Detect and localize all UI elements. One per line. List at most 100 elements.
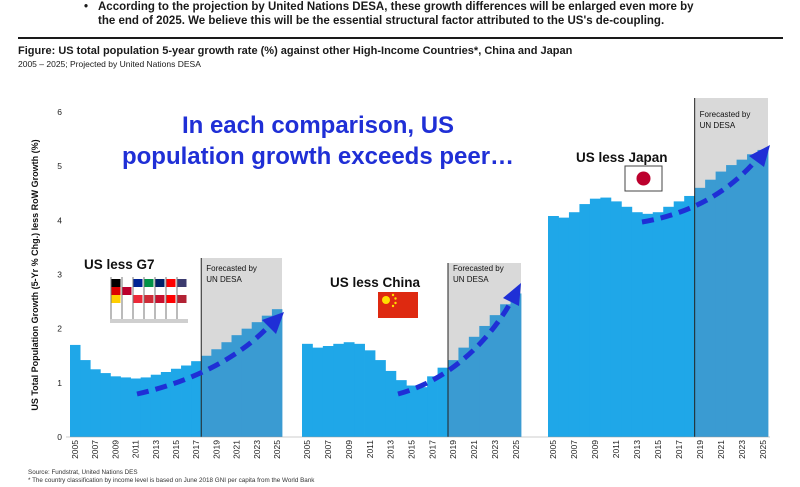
bar <box>568 212 580 437</box>
bar <box>140 377 152 437</box>
flag-disc <box>636 171 651 186</box>
source-line: Source: Fundstrat, United Nations DES <box>28 469 138 476</box>
flag-stripe <box>155 295 165 303</box>
flag-star <box>382 296 390 304</box>
bar <box>120 377 131 437</box>
source-note: Source: Fundstrat, United Nations DES * … <box>28 469 314 485</box>
x-tick-label: 2015 <box>407 440 417 459</box>
x-tick-label: 2023 <box>252 440 262 459</box>
bar <box>354 343 365 437</box>
bar <box>579 204 591 437</box>
bar <box>302 343 313 437</box>
bar <box>110 376 121 437</box>
china-flag-icon <box>378 292 418 318</box>
bar <box>130 378 142 437</box>
bar <box>80 360 91 437</box>
trend-arrow-head <box>749 145 770 167</box>
panel-label: US less G7 <box>84 257 155 272</box>
bar <box>736 159 748 438</box>
bullet-dot-icon: • <box>84 1 89 13</box>
x-tick-label: 2019 <box>211 440 221 459</box>
bar <box>448 360 459 437</box>
bullet-text: • According to the projection by United … <box>84 0 788 28</box>
x-tick-label: 2009 <box>110 440 120 459</box>
bar <box>395 380 407 438</box>
bar <box>673 201 685 438</box>
flag-field <box>378 292 418 318</box>
x-tick-label: 2017 <box>674 440 684 459</box>
bar <box>364 350 376 437</box>
y-tick-label: 1 <box>57 378 62 388</box>
japan-flag-icon <box>624 165 663 192</box>
bar <box>694 187 706 437</box>
bar <box>406 385 418 437</box>
forecast-label: Forecasted by <box>453 264 504 273</box>
x-tick-label: 2025 <box>758 440 768 459</box>
forecast-label: UN DESA <box>453 275 489 284</box>
flag-stripe <box>177 287 187 295</box>
x-tick-label: 2015 <box>171 440 181 459</box>
x-tick-label: 2005 <box>302 440 312 459</box>
bullet-line-1: According to the projection by United Na… <box>98 1 694 13</box>
forecast-label: UN DESA <box>700 121 736 130</box>
flag-stripe <box>144 287 154 295</box>
flag-stripe <box>166 295 176 303</box>
bar <box>684 195 696 437</box>
x-tick-label: 2011 <box>365 440 375 459</box>
y-tick-label: 4 <box>57 215 62 225</box>
bar <box>231 335 243 437</box>
bar <box>479 325 491 437</box>
bullet-line-2: the end of 2025. We believe this will be… <box>98 15 665 27</box>
x-tick-label: 2009 <box>590 440 600 459</box>
bar <box>375 360 386 437</box>
y-tick-label: 0 <box>57 432 62 442</box>
x-tick-label: 2013 <box>632 440 642 459</box>
flag-stripe <box>155 287 165 295</box>
flag-star <box>391 304 395 308</box>
bar <box>385 370 397 437</box>
x-tick-label: 2005 <box>70 440 80 459</box>
bar <box>150 374 162 437</box>
trend-arrow <box>641 156 760 225</box>
trend-arrow <box>397 298 515 397</box>
forecast-label: Forecasted by <box>206 264 257 273</box>
flag-star <box>394 297 397 300</box>
x-tick-label: 2021 <box>232 440 242 459</box>
bar <box>211 349 222 437</box>
x-tick-label: 2017 <box>191 440 201 459</box>
bar <box>416 387 428 437</box>
bar <box>271 309 283 437</box>
bar <box>221 342 232 437</box>
bar <box>705 179 717 437</box>
bar <box>343 342 355 437</box>
x-tick-label: 2015 <box>653 440 663 459</box>
bar <box>100 373 111 437</box>
x-tick-label: 2021 <box>469 440 479 459</box>
y-tick-label: 2 <box>57 324 62 334</box>
bar <box>181 365 192 437</box>
x-tick-label: 2017 <box>427 440 437 459</box>
x-tick-label: 2019 <box>448 440 458 459</box>
x-tick-label: 2021 <box>716 440 726 459</box>
figure-subtitle: 2005 – 2025; Projected by United Nations… <box>18 59 201 69</box>
bar <box>631 212 643 437</box>
flag-stripe <box>133 295 143 303</box>
bar <box>468 336 480 437</box>
divider <box>18 37 783 39</box>
trend-arrow-head <box>262 312 284 334</box>
x-tick-label: 2009 <box>344 440 354 459</box>
bar <box>610 201 622 438</box>
flag-stripe <box>111 295 121 303</box>
y-tick-label: 3 <box>57 270 62 280</box>
bar <box>437 367 449 437</box>
x-tick-label: 2023 <box>490 440 500 459</box>
bar <box>489 315 501 438</box>
flag-stripe <box>177 295 187 303</box>
flag-star <box>391 293 395 297</box>
bar <box>251 322 263 437</box>
x-tick-label: 2019 <box>695 440 705 459</box>
bar <box>312 347 324 438</box>
flag-stripe <box>122 287 132 295</box>
x-tick-label: 2011 <box>131 440 141 459</box>
